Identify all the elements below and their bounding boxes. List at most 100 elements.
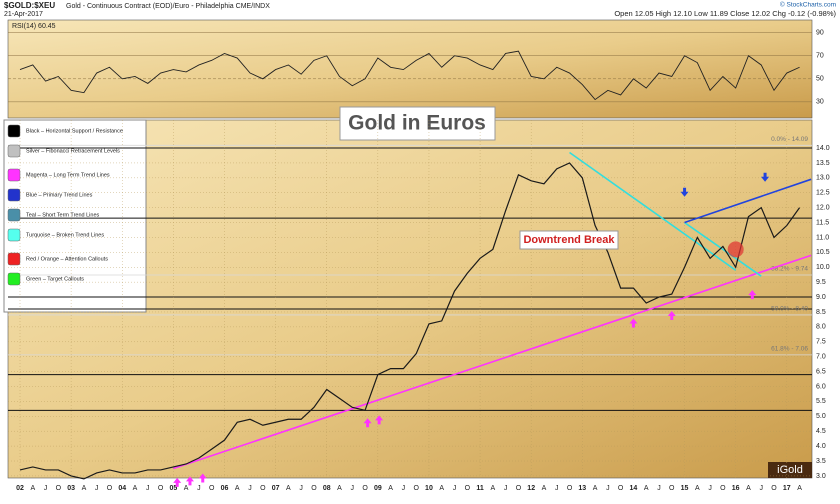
x-tick-label: O	[362, 485, 368, 492]
x-tick-label: J	[197, 485, 201, 492]
legend-label: Green – Target Callouts	[26, 276, 84, 282]
x-tick-label: J	[44, 485, 48, 492]
y-tick-label: 7.0	[816, 354, 826, 361]
y-tick-label: 9.5	[816, 279, 826, 286]
x-tick-label: A	[82, 485, 87, 492]
legend-label: Blue – Primary Trend Lines	[26, 192, 93, 198]
fib-label: 61.8% - 7.06	[771, 346, 808, 353]
trend-line	[684, 178, 812, 224]
y-tick-label: 13.0	[816, 175, 830, 182]
x-tick-label: A	[797, 485, 802, 492]
y-tick-label: 5.0	[816, 413, 826, 420]
trend-line	[684, 221, 762, 277]
arrow	[761, 172, 770, 182]
y-tick-label: 4.0	[816, 443, 826, 450]
y-tick-label: 5.5	[816, 398, 826, 405]
x-tick-label: J	[606, 485, 610, 492]
x-tick-label: 03	[67, 485, 75, 492]
x-tick-label: O	[209, 485, 215, 492]
x-tick-label: 13	[578, 485, 586, 492]
x-tick-label: J	[555, 485, 559, 492]
x-tick-label: O	[720, 485, 726, 492]
x-tick-label: A	[542, 485, 547, 492]
y-tick-label: 3.0	[816, 473, 826, 480]
logo: iGold	[777, 464, 803, 476]
y-tick-label: 8.5	[816, 309, 826, 316]
x-tick-label: A	[235, 485, 240, 492]
x-tick-label: O	[669, 485, 675, 492]
x-tick-label: A	[388, 485, 393, 492]
x-tick-label: A	[593, 485, 598, 492]
x-tick-label: 10	[425, 485, 433, 492]
x-tick-label: J	[146, 485, 150, 492]
x-tick-label: 02	[16, 485, 24, 492]
x-tick-label: A	[286, 485, 291, 492]
fib-label: 0.0% - 14.09	[771, 136, 808, 143]
arrow	[173, 477, 182, 487]
annotation-box	[519, 230, 619, 250]
arrow	[198, 473, 207, 483]
x-tick-label: 07	[272, 485, 280, 492]
legend-label: Magenta – Long Term Trend Lines	[26, 172, 110, 178]
arrow	[629, 318, 638, 328]
y-tick-label: 3.5	[816, 458, 826, 465]
chart-title: Gold in Euros	[348, 112, 486, 135]
y-tick-label: 8.0	[816, 324, 826, 331]
arrow	[680, 187, 689, 197]
trend-line	[173, 254, 812, 470]
x-tick-label: A	[133, 485, 138, 492]
legend-swatch	[7, 124, 21, 138]
legend-swatch	[7, 228, 21, 242]
x-tick-label: J	[402, 485, 406, 492]
legend-label: Teal – Short Term Trend Lines	[26, 212, 100, 218]
x-tick-label: A	[746, 485, 751, 492]
rsi-line	[19, 50, 800, 101]
y-tick-label: 4.5	[816, 428, 826, 435]
legend-swatch	[7, 144, 21, 158]
trend-line	[569, 151, 737, 271]
x-tick-label: O	[516, 485, 522, 492]
fib-label: 50.0% - 8.40	[771, 306, 808, 313]
legend-swatch	[7, 208, 21, 222]
date: 21-Apr-2017	[4, 11, 43, 18]
x-tick-label: A	[439, 485, 444, 492]
arrow	[748, 290, 757, 300]
y-tick-label: 14.0	[816, 145, 830, 152]
rsi-tick-label: 50	[816, 76, 824, 83]
legend-label: Silver – Fibonacci Retracement Levels	[26, 148, 120, 154]
arrow	[363, 418, 372, 428]
rsi-panel	[7, 19, 813, 119]
legend-label: Turquoise – Broken Trend Lines	[26, 232, 104, 238]
quote: Open 12.05 High 12.10 Low 11.89 Close 12…	[614, 9, 836, 18]
x-tick-label: O	[158, 485, 164, 492]
legend-label: Red / Orange – Attention Callouts	[26, 256, 108, 262]
x-tick-label: A	[30, 485, 35, 492]
y-tick-label: 11.0	[816, 234, 829, 241]
y-tick-label: 7.5	[816, 339, 826, 346]
logo-box	[768, 462, 812, 478]
legend-swatch	[7, 188, 21, 202]
x-tick-label: J	[299, 485, 303, 492]
x-tick-label: 15	[681, 485, 689, 492]
x-tick-label: O	[567, 485, 573, 492]
y-tick-label: 12.5	[816, 190, 830, 197]
x-tick-label: 16	[732, 485, 740, 492]
description: Gold - Continuous Contract (EOD)/Euro - …	[66, 3, 270, 10]
fib-label: 38.2% - 9.74	[771, 266, 808, 273]
x-tick-label: J	[351, 485, 355, 492]
x-tick-label: 09	[374, 485, 382, 492]
symbol: $GOLD:$XEU	[4, 1, 55, 10]
x-tick-label: O	[465, 485, 471, 492]
x-tick-label: 08	[323, 485, 331, 492]
x-tick-label: O	[618, 485, 624, 492]
x-tick-label: O	[771, 485, 777, 492]
x-tick-label: J	[248, 485, 252, 492]
x-tick-label: A	[644, 485, 649, 492]
annotation: Downtrend Break	[523, 234, 615, 246]
x-tick-label: J	[759, 485, 763, 492]
x-tick-label: A	[491, 485, 496, 492]
legend-swatch	[7, 168, 21, 182]
x-tick-label: J	[504, 485, 508, 492]
x-tick-label: J	[95, 485, 99, 492]
